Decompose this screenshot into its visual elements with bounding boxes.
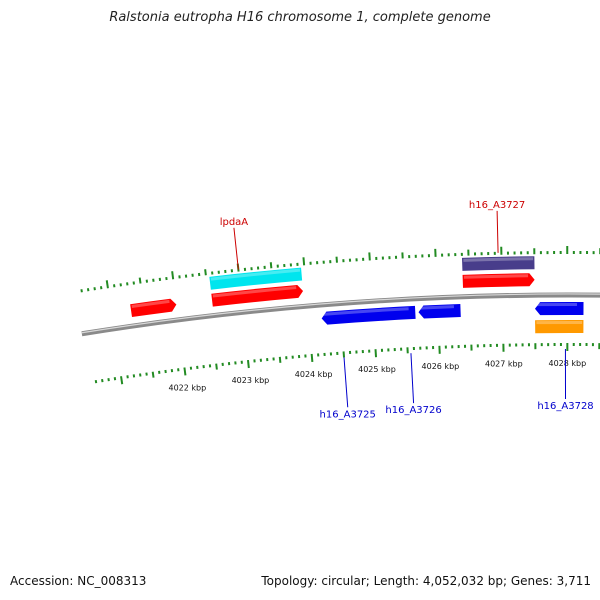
scale-tick xyxy=(310,353,314,363)
feature-orange-block xyxy=(535,320,584,334)
feature-blue-arrow xyxy=(418,303,461,319)
feature-highlight xyxy=(536,303,578,307)
scale-tick xyxy=(105,280,109,289)
genome-summary-text: Topology: circular; Length: 4,052,032 bp… xyxy=(261,574,591,588)
feature-highlight xyxy=(463,257,534,262)
scale-tick xyxy=(204,269,207,276)
scale-tick xyxy=(278,356,282,363)
scale-tick xyxy=(151,371,155,378)
feature-blue-arrow xyxy=(534,301,584,316)
feature-slate-block xyxy=(461,256,535,271)
feature-cyan-block xyxy=(209,267,303,290)
gene-leader-line xyxy=(410,353,415,404)
scale-tick xyxy=(215,363,218,370)
gene-leader-line xyxy=(233,227,239,270)
scale-tick xyxy=(183,367,187,376)
tick-group xyxy=(80,246,600,385)
backbone-highlight xyxy=(81,293,600,334)
feature-red-arrow xyxy=(462,273,535,288)
gene-label: h16_A3727 xyxy=(469,200,525,211)
accession-text: Accession: NC_008313 xyxy=(10,574,147,588)
scale-tick xyxy=(246,359,250,369)
feature-highlight xyxy=(463,274,529,279)
gene-leader-line xyxy=(343,357,349,408)
scale-label: 4025 kbp xyxy=(358,365,396,374)
scale-tick xyxy=(302,257,306,266)
gene-label: lpdaA xyxy=(220,217,249,228)
gene-label: h16_A3725 xyxy=(320,409,376,420)
scale-label: 4026 kbp xyxy=(422,362,460,371)
gene-leader-line xyxy=(496,210,499,253)
label-group: 4022 kbp 4023 kbp 4024 kbp 4025 kbp 4026 kbp… xyxy=(168,200,593,420)
gene-label: h16_A3728 xyxy=(537,401,593,412)
scale-tick xyxy=(368,252,371,261)
scale-label: 4022 kbp xyxy=(168,383,206,392)
scale-label: 4027 kbp xyxy=(485,360,523,369)
scale-tick xyxy=(374,349,378,358)
scale-tick xyxy=(120,376,124,385)
feature-red-arrow xyxy=(211,284,304,307)
feature-highlight xyxy=(212,286,297,298)
feature-highlight xyxy=(210,268,301,281)
scale-tick xyxy=(171,271,175,280)
feature-group xyxy=(130,256,584,334)
feature-red-arrow xyxy=(130,298,177,318)
scale-label: 4028 kbp xyxy=(549,359,587,368)
scale-tick xyxy=(269,262,273,269)
scale-label: 4023 kbp xyxy=(232,376,270,385)
scale-label: 4024 kbp xyxy=(295,370,333,379)
chromosome-backbone xyxy=(81,292,600,337)
feature-highlight xyxy=(131,299,170,308)
feature-highlight xyxy=(536,321,583,325)
gene-label: h16_A3726 xyxy=(385,405,441,416)
feature-blue-arrow xyxy=(321,305,416,325)
scale-tick xyxy=(138,277,142,284)
map-title: Ralstonia eutropha H16 chromosome 1, com… xyxy=(109,10,491,25)
feature-highlight xyxy=(322,307,409,316)
feature-highlight xyxy=(419,305,454,310)
backbone-group xyxy=(81,292,600,337)
